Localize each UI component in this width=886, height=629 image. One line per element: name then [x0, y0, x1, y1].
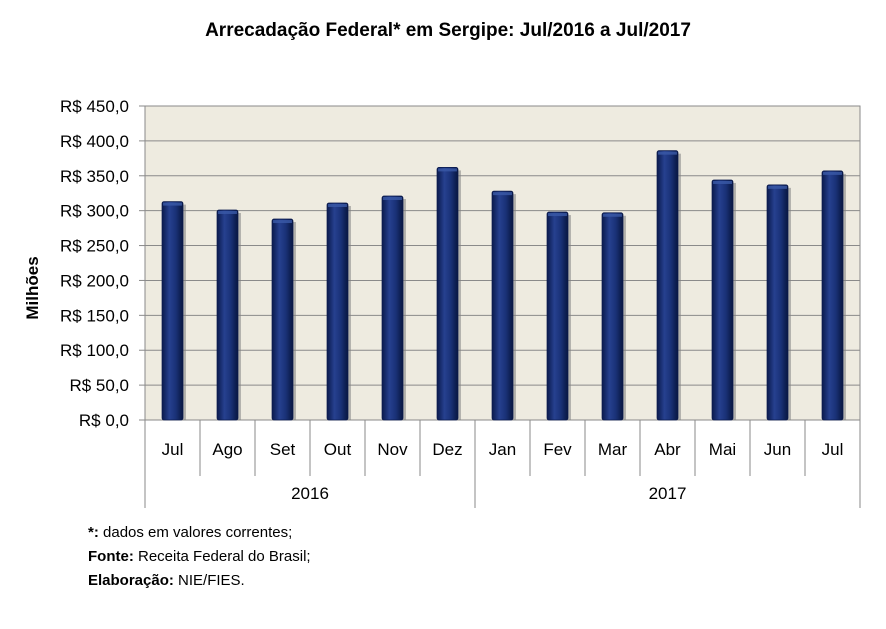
- bar-set-2: [271, 218, 294, 421]
- bar-top-highlight: [823, 171, 842, 175]
- bar-fev-7: [546, 211, 569, 421]
- bar-top-highlight: [713, 180, 732, 184]
- y-tick-label: R$ 450,0: [60, 97, 129, 116]
- bar-top-highlight: [383, 197, 402, 201]
- bar-ago-1: [216, 209, 239, 421]
- bar-top-highlight: [438, 168, 457, 172]
- y-tick-label: R$ 0,0: [79, 411, 129, 430]
- x-tick-label: Jul: [162, 440, 184, 459]
- bar-jul-0: [161, 201, 184, 421]
- y-tick-label: R$ 50,0: [69, 376, 129, 395]
- x-axis: Jul Ago Set Out Nov Dez Jan Fev Mar Abr Mai Jun Jul 2…: [144, 420, 861, 508]
- bar-dez-5: [436, 167, 459, 421]
- note-values: *: dados em valores correntes;: [88, 524, 293, 541]
- x-group-label: 2017: [649, 484, 687, 503]
- x-tick-label: Jun: [764, 440, 791, 459]
- x-tick-label: Abr: [654, 440, 681, 459]
- x-tick-label: Jan: [489, 440, 516, 459]
- bar-mai-10: [711, 179, 734, 421]
- y-tick-label: R$ 400,0: [60, 132, 129, 151]
- y-tick-label: R$ 350,0: [60, 167, 129, 186]
- bar-top-highlight: [603, 213, 622, 217]
- bar-top-highlight: [273, 220, 292, 224]
- x-tick-label: Out: [324, 440, 352, 459]
- bar-nov-4: [381, 195, 404, 421]
- bar-abr-9: [656, 150, 679, 421]
- bar-top-highlight: [548, 213, 567, 217]
- x-tick-label: Jul: [822, 440, 844, 459]
- x-tick-label: Set: [270, 440, 296, 459]
- bar-jun-11: [766, 184, 789, 421]
- y-tick-label: R$ 150,0: [60, 306, 129, 325]
- x-tick-label: Mar: [598, 440, 628, 459]
- note-elaboration: Elaboração: NIE/FIES.: [88, 572, 245, 589]
- bar-mar-8: [601, 212, 624, 421]
- bar-out-3: [326, 202, 349, 421]
- bars: [161, 150, 846, 421]
- bar-top-highlight: [768, 185, 787, 189]
- note-source: Fonte: Receita Federal do Brasil;: [88, 548, 311, 565]
- y-tick-label: R$ 100,0: [60, 341, 129, 360]
- x-tick-label: Mai: [709, 440, 736, 459]
- y-tick-label: R$ 300,0: [60, 202, 129, 221]
- x-tick-label: Nov: [377, 440, 408, 459]
- x-group-label: 2016: [291, 484, 329, 503]
- y-tick-label: R$ 250,0: [60, 237, 129, 256]
- bar-top-highlight: [163, 202, 182, 206]
- bar-jul-12: [821, 170, 844, 421]
- bar-jan-6: [491, 190, 514, 421]
- x-tick-label: Ago: [212, 440, 242, 459]
- y-tick-label: R$ 200,0: [60, 271, 129, 290]
- x-tick-label: Dez: [432, 440, 462, 459]
- bar-top-highlight: [493, 192, 512, 196]
- y-axis-ticks: R$ 0,0 R$ 50,0 R$ 100,0 R$ 150,0 R$ 200,0 R$ …: [60, 97, 145, 430]
- bar-top-highlight: [658, 151, 677, 155]
- bar-top-highlight: [218, 210, 237, 214]
- chart-notes: *: dados em valores correntes; Fonte: Re…: [88, 521, 311, 593]
- bar-top-highlight: [328, 203, 347, 207]
- y-axis-label: Milhões: [23, 256, 42, 319]
- x-tick-label: Fev: [543, 440, 572, 459]
- chart-title: Arrecadação Federal* em Sergipe: Jul/201…: [205, 20, 691, 41]
